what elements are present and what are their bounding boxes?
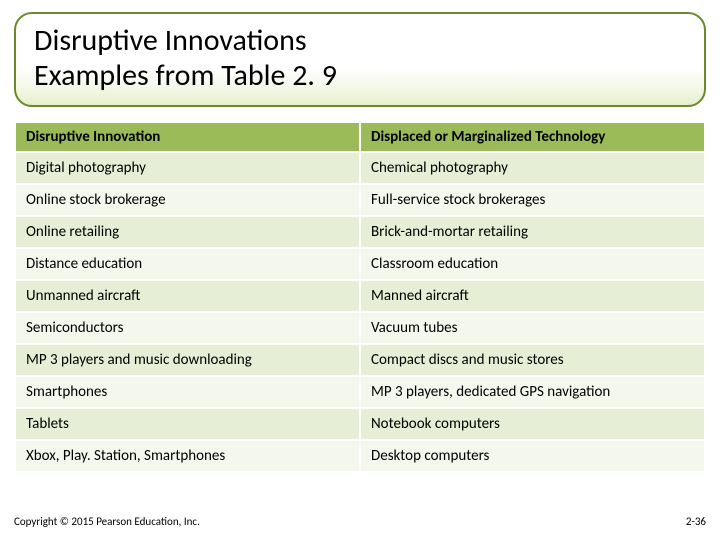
cell-right: Desktop computers xyxy=(360,440,705,472)
cell-right: Vacuum tubes xyxy=(360,312,705,344)
table-row: Online retailing Brick-and-mortar retail… xyxy=(15,216,705,248)
innovations-table: Disruptive Innovation Displaced or Margi… xyxy=(14,121,706,473)
table-row: Online stock brokerage Full-service stoc… xyxy=(15,184,705,216)
cell-left: Tablets xyxy=(15,408,360,440)
cell-right: Chemical photography xyxy=(360,152,705,184)
table-row: Digital photography Chemical photography xyxy=(15,152,705,184)
page-number: 2-36 xyxy=(686,515,706,528)
cell-left: Xbox, Play. Station, Smartphones xyxy=(15,440,360,472)
cell-right: Notebook computers xyxy=(360,408,705,440)
cell-left: Digital photography xyxy=(15,152,360,184)
cell-left: Online stock brokerage xyxy=(15,184,360,216)
cell-right: Classroom education xyxy=(360,248,705,280)
cell-left: Semiconductors xyxy=(15,312,360,344)
title-box: Disruptive Innovations Examples from Tab… xyxy=(14,12,706,107)
title-line-1: Disruptive Innovations xyxy=(34,22,307,59)
cell-right: MP 3 players, dedicated GPS navigation xyxy=(360,376,705,408)
slide-title: Disruptive Innovations Examples from Tab… xyxy=(34,24,686,93)
table-row: Xbox, Play. Station, Smartphones Desktop… xyxy=(15,440,705,472)
cell-left: MP 3 players and music downloading xyxy=(15,344,360,376)
table-row: Tablets Notebook computers xyxy=(15,408,705,440)
table-row: Unmanned aircraft Manned aircraft xyxy=(15,280,705,312)
cell-right: Manned aircraft xyxy=(360,280,705,312)
cell-right: Full-service stock brokerages xyxy=(360,184,705,216)
cell-right: Brick-and-mortar retailing xyxy=(360,216,705,248)
table-header-row: Disruptive Innovation Displaced or Margi… xyxy=(15,122,705,152)
table-row: Smartphones MP 3 players, dedicated GPS … xyxy=(15,376,705,408)
table-row: MP 3 players and music downloading Compa… xyxy=(15,344,705,376)
cell-right: Compact discs and music stores xyxy=(360,344,705,376)
cell-left: Online retailing xyxy=(15,216,360,248)
col-header-left: Disruptive Innovation xyxy=(15,122,360,152)
table-row: Distance education Classroom education xyxy=(15,248,705,280)
copyright-text: Copyright © 2015 Pearson Education, Inc. xyxy=(14,515,200,528)
title-line-2: Examples from Table 2. 9 xyxy=(34,57,337,94)
col-header-right: Displaced or Marginalized Technology xyxy=(360,122,705,152)
cell-left: Smartphones xyxy=(15,376,360,408)
footer: Copyright © 2015 Pearson Education, Inc.… xyxy=(14,515,706,528)
cell-left: Unmanned aircraft xyxy=(15,280,360,312)
cell-left: Distance education xyxy=(15,248,360,280)
table-row: Semiconductors Vacuum tubes xyxy=(15,312,705,344)
